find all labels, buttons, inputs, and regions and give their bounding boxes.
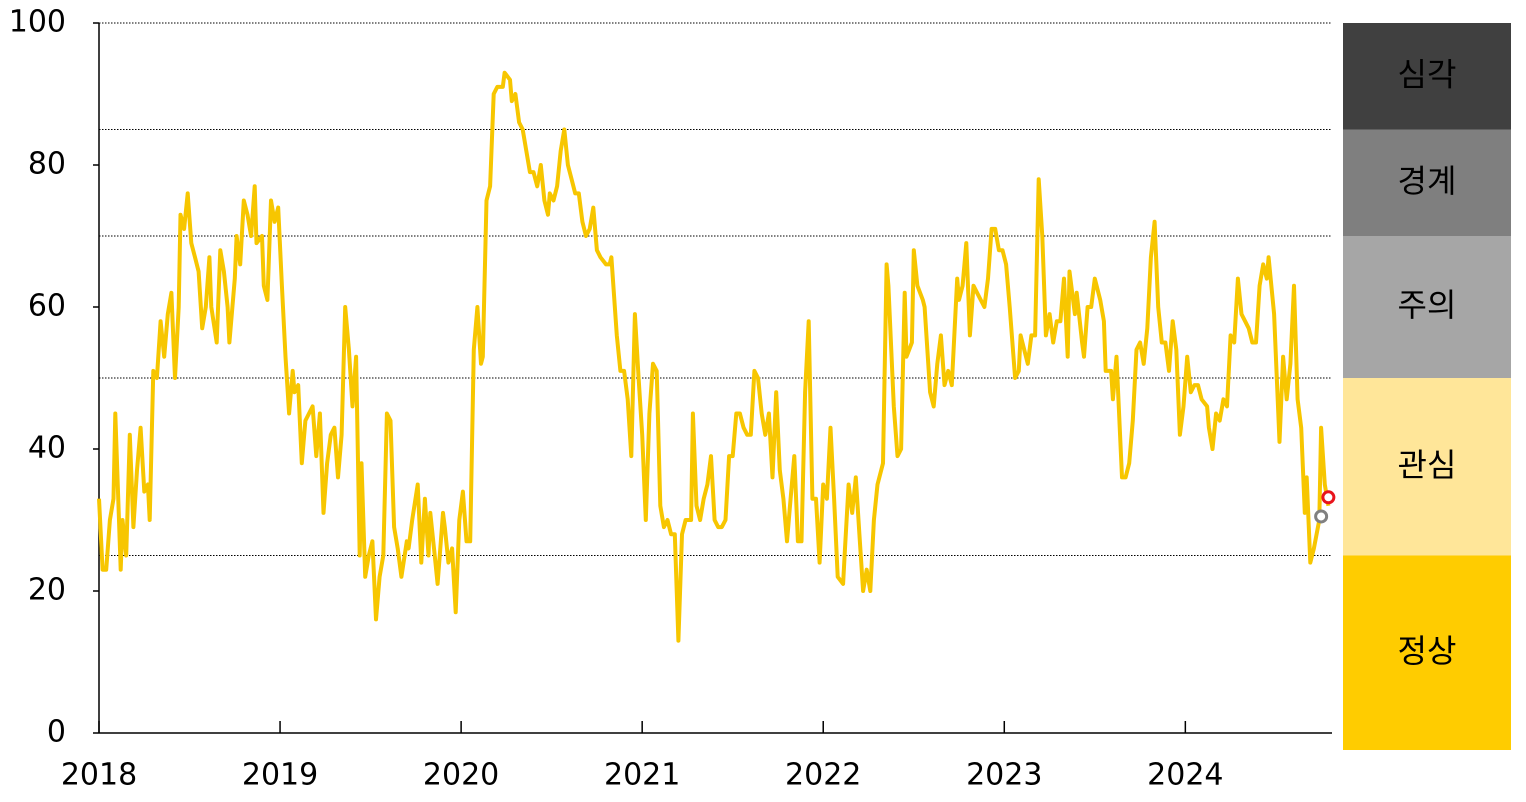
- risk-band: [1343, 378, 1511, 556]
- x-tick-label: 2023: [966, 758, 1042, 793]
- band-label: 정상: [1398, 632, 1457, 670]
- band-label: 관심: [1398, 446, 1457, 484]
- y-tick-label: 80: [28, 147, 66, 182]
- risk-band: [1343, 23, 1511, 130]
- band-label: 주의: [1398, 286, 1457, 324]
- band-label: 경계: [1398, 162, 1457, 200]
- risk-band: [1343, 555, 1511, 750]
- x-tick-label: 2018: [61, 758, 137, 793]
- y-tick-label: 0: [47, 715, 66, 750]
- band-label: 심각: [1398, 55, 1457, 93]
- x-tick-label: 2019: [242, 758, 318, 793]
- x-tick-label: 2021: [604, 758, 680, 793]
- y-tick-label: 40: [28, 431, 66, 466]
- x-tick-label: 2020: [423, 758, 499, 793]
- y-tick-label: 60: [28, 289, 66, 324]
- point-marker: [1314, 509, 1329, 524]
- data-line: [97, 70, 1331, 643]
- x-tick-label: 2024: [1147, 758, 1223, 793]
- x-tick-label: 2022: [785, 758, 861, 793]
- y-tick-label: 20: [28, 573, 66, 608]
- risk-band: [1343, 236, 1511, 378]
- point-marker: [1321, 490, 1336, 505]
- y-tick-label: 100: [9, 5, 66, 40]
- risk-band: [1343, 129, 1511, 236]
